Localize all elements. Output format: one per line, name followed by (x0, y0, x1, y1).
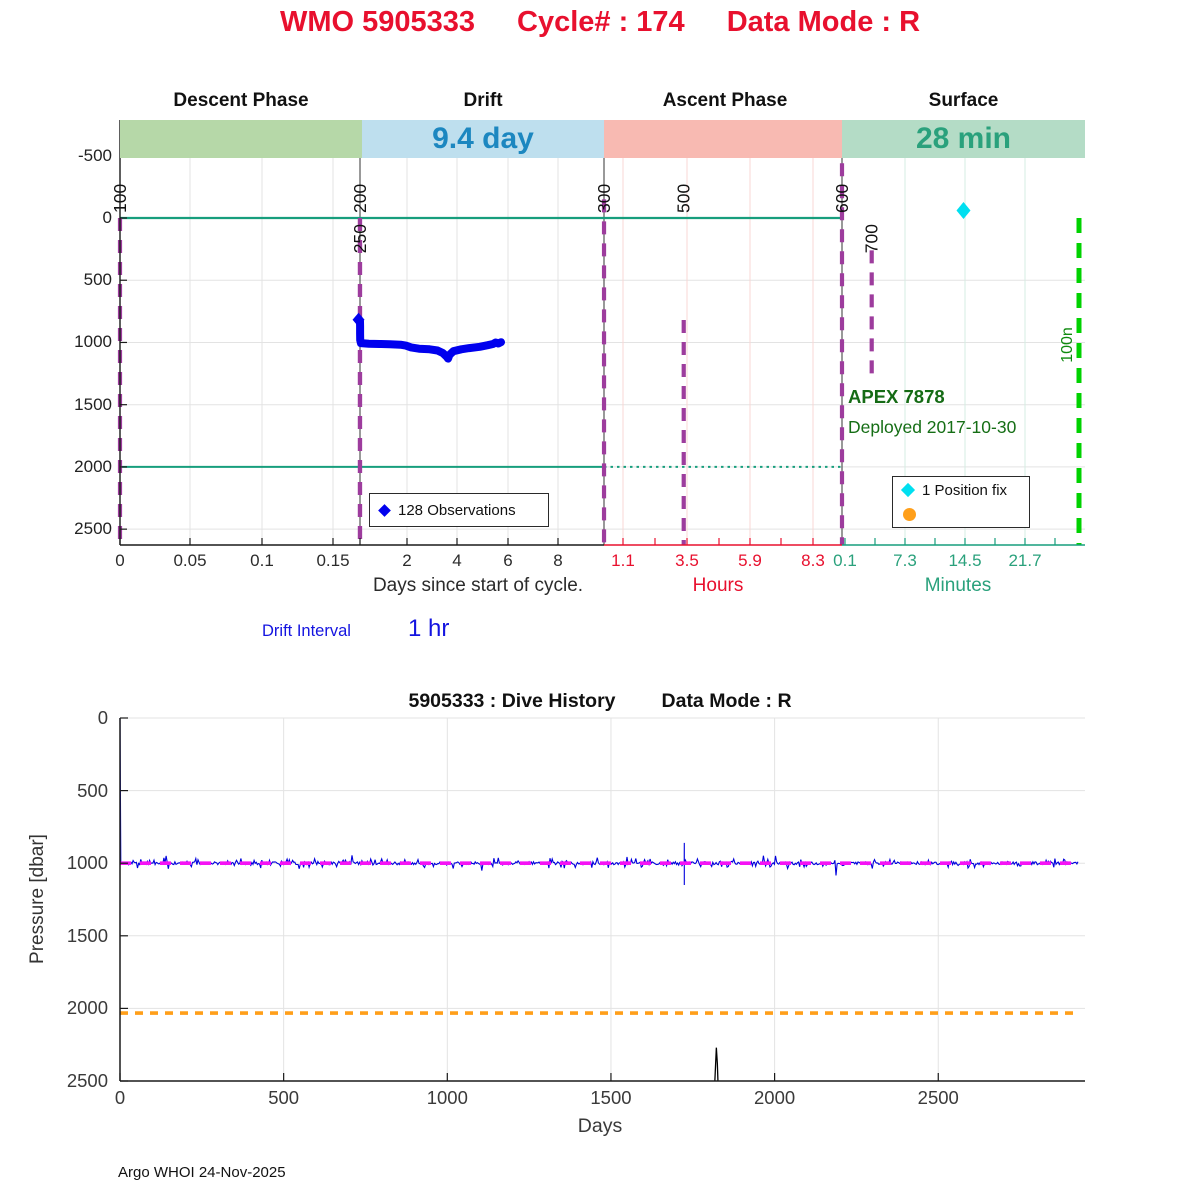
footer-credit: Argo WHOI 24-Nov-2025 (118, 1164, 286, 1181)
event-line-label-700: 700 (862, 224, 882, 253)
event-line-label-500: 500 (674, 184, 694, 213)
top-y-tick-label: 1000 (74, 332, 112, 352)
cyan-diamond-icon (900, 482, 916, 498)
event-line-label-250: 250 (350, 224, 370, 253)
observations-legend-label: 128 Observations (398, 501, 516, 519)
top-y-tick-label: 0 (102, 208, 112, 227)
position-fix-marker (956, 202, 971, 220)
bottom-x-tick-label: 2500 (917, 1087, 959, 1108)
minutes-tick-label: 21.7 (1008, 551, 1042, 570)
dive-history-pressure-trace (119, 717, 1079, 885)
dive-history-title-right: Data Mode : R (661, 690, 792, 712)
position-fix-legend: 1 Position fix (892, 476, 1030, 528)
hours-tick-label: 8.3 (801, 551, 825, 570)
bottom-y-tick-label: 2500 (66, 1070, 108, 1091)
days-axis-label-bottom: Days (577, 1115, 623, 1137)
days-tick-label: 0.1 (250, 551, 274, 570)
observations-legend: 128 Observations (369, 493, 549, 527)
page-title: WMO 5905333 Cycle# : 174 Data Mode : R (0, 6, 1200, 39)
phase-label-descent: Descent Phase (173, 90, 309, 111)
days-tick-label: 0.15 (316, 551, 350, 570)
days-tick-label: 0 (115, 551, 125, 570)
top-y-tick-label: -500 (77, 145, 112, 165)
event-line-label-300: 300 (594, 184, 614, 213)
minutes-tick-label: 0.1 (833, 551, 857, 570)
top-y-tick-label: 500 (83, 270, 112, 290)
minutes-tick-label: 7.3 (893, 551, 917, 570)
title-datamode: Data Mode : R (726, 6, 921, 38)
drift-observations-track (356, 317, 505, 363)
drift-duration-text: 9.4 day (432, 122, 534, 155)
hours-tick-label: 3.5 (675, 551, 699, 570)
days-tick-label: 0.05 (173, 551, 207, 570)
orange-circle-icon (903, 507, 916, 521)
bottom-x-tick-label: 500 (268, 1087, 300, 1108)
minutes-tick-label: 14.5 (948, 551, 982, 570)
position-fix-legend-label: 1 Position fix (922, 481, 1008, 499)
title-wmo: WMO 5905333 (279, 6, 476, 38)
hours-axis-label: Hours (692, 575, 744, 596)
surface-timeout-label: 100n (1059, 327, 1076, 363)
bottom-y-tick-label: 2000 (66, 997, 108, 1019)
hours-tick-label: 5.9 (738, 551, 762, 570)
float-model-annotation: APEX 7878 (848, 386, 945, 407)
event-line-label-200: 200 (350, 184, 370, 213)
event-line-label-600: 600 (832, 184, 852, 213)
days-tick-label: 4 (452, 551, 462, 570)
drift-phase-band: 9.4 day (362, 120, 604, 158)
phase-label-surface: Surface (928, 90, 999, 111)
top-y-tick-label: 2000 (74, 456, 112, 476)
dive-history-title: 5905333 : Dive History Data Mode : R (0, 690, 1200, 713)
surface-duration-text: 28 min (915, 122, 1012, 155)
bottom-y-tick-label: 1000 (66, 852, 108, 874)
bottom-y-tick-label: 500 (77, 779, 108, 801)
minutes-axis-label: Minutes (924, 575, 992, 596)
bottom-y-tick-label: 1500 (66, 924, 108, 946)
days-tick-label: 2 (402, 551, 412, 570)
bottom-x-tick-label: 2000 (754, 1087, 796, 1108)
drift-interval-label: Drift Interval (262, 622, 351, 640)
bottom-x-tick-label: 1000 (426, 1087, 468, 1108)
days-tick-label: 6 (503, 551, 513, 570)
top-y-tick-label: 1500 (74, 394, 112, 414)
bottom-y-tick-label: 0 (97, 707, 108, 728)
deep-glitch-mark (714, 1047, 719, 1082)
first-observation-marker (352, 312, 365, 327)
bottom-x-tick-label: 0 (114, 1087, 126, 1108)
surface-phase-band: 28 min (842, 120, 1085, 158)
dive-history-title-left: 5905333 : Dive History (408, 690, 616, 712)
phase-label-drift: Drift (463, 90, 503, 111)
days-tick-label: 8 (553, 551, 563, 570)
blue-diamond-icon (378, 503, 391, 517)
drift-interval-value: 1 hr (408, 615, 450, 642)
top-y-tick-label: 2500 (74, 519, 112, 539)
ascent-phase-band (604, 120, 842, 158)
phase-label-ascent: Ascent Phase (662, 90, 788, 111)
title-cycle: Cycle# : 174 (517, 6, 685, 38)
hours-tick-label: 1.1 (611, 551, 635, 570)
deployed-date-annotation: Deployed 2017-10-30 (848, 417, 1017, 437)
descent-phase-band (120, 120, 362, 158)
days-axis-label: Days since start of cycle. (372, 575, 584, 596)
bottom-x-tick-label: 1500 (590, 1087, 632, 1108)
